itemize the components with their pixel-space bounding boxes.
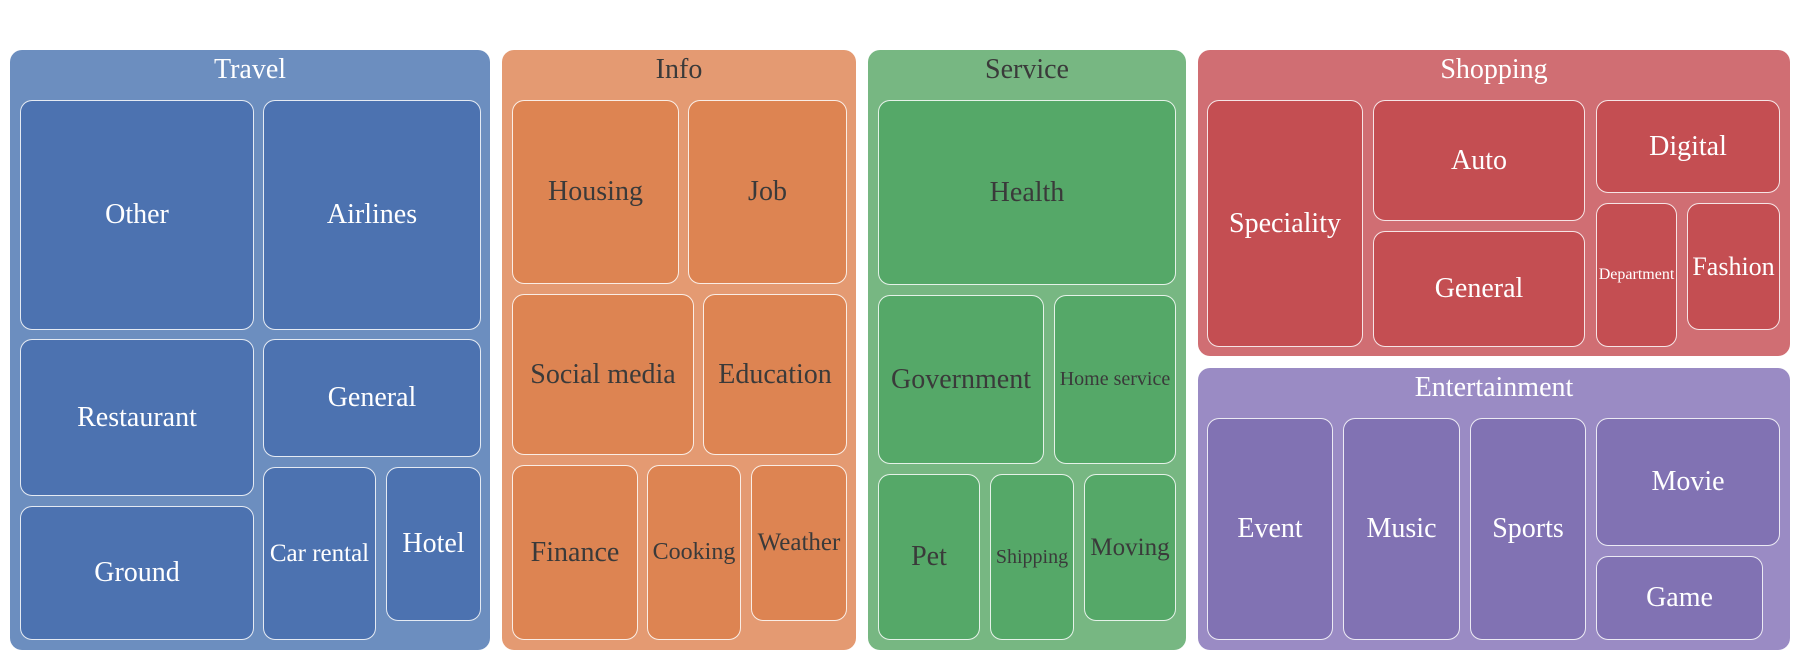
tile-auto: Auto [1373, 100, 1585, 221]
tile-moving: Moving [1084, 474, 1176, 621]
tile-general: General [263, 339, 481, 457]
tile-general: General [1373, 231, 1585, 347]
tile-restaurant: Restaurant [20, 339, 254, 496]
tile-job: Job [688, 100, 847, 284]
group-title: Service [985, 54, 1069, 85]
tile-pet: Pet [878, 474, 980, 640]
tile-ground: Ground [20, 506, 254, 640]
tile-hotel: Hotel [386, 467, 481, 621]
tile-other: Other [20, 100, 254, 330]
tile-digital: Digital [1596, 100, 1780, 193]
group-title: Entertainment [1414, 372, 1574, 403]
tile-music: Music [1343, 418, 1460, 640]
tile-event: Event [1207, 418, 1333, 640]
tile-car-rental: Car rental [263, 467, 376, 640]
tile-social-media: Social media [512, 294, 694, 455]
tile-airlines: Airlines [263, 100, 481, 330]
group-title: Travel [213, 54, 287, 85]
tile-housing: Housing [512, 100, 679, 284]
tile-finance: Finance [512, 465, 638, 640]
group-title: Shopping [1440, 54, 1548, 85]
tile-weather: Weather [751, 465, 847, 621]
tile-home-service: Home service [1054, 295, 1176, 464]
tile-movie: Movie [1596, 418, 1780, 546]
tile-education: Education [703, 294, 847, 455]
tile-department: Department [1596, 203, 1677, 347]
tile-speciality: Speciality [1207, 100, 1363, 347]
tile-game: Game [1596, 556, 1763, 640]
tile-health: Health [878, 100, 1176, 285]
tile-cooking: Cooking [647, 465, 741, 640]
tile-shipping: Shipping [990, 474, 1074, 640]
tile-sports: Sports [1470, 418, 1586, 640]
tile-fashion: Fashion [1687, 203, 1780, 330]
group-title: Info [655, 54, 703, 85]
tile-government: Government [878, 295, 1044, 464]
